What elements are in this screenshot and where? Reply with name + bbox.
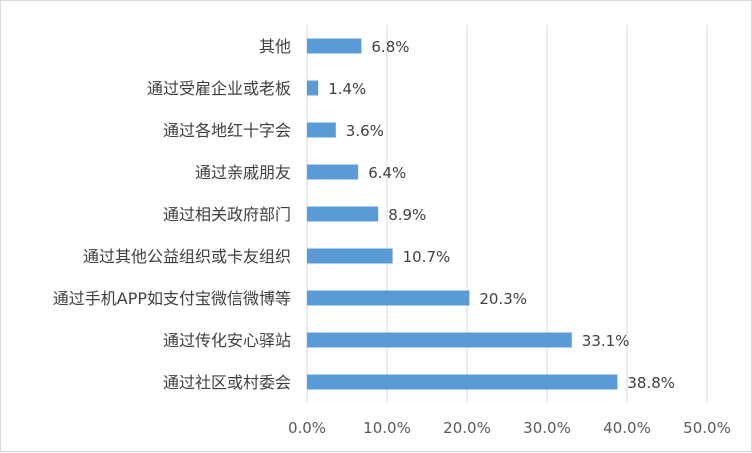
data-label-0: 6.8% bbox=[371, 38, 409, 56]
data-label-7: 33.1% bbox=[582, 332, 630, 350]
category-label-5: 通过其他公益组织或卡友组织 bbox=[83, 247, 291, 266]
category-label-2: 通过各地红十字会 bbox=[163, 121, 291, 140]
data-label-3: 6.4% bbox=[368, 164, 406, 182]
x-tick-label-0: 0.0% bbox=[288, 419, 326, 437]
category-label-8: 通过社区或村委会 bbox=[163, 373, 291, 392]
bar-6 bbox=[307, 290, 470, 306]
category-label-1: 通过受雇企业或老板 bbox=[147, 79, 291, 98]
data-label-8: 38.8% bbox=[627, 374, 675, 392]
x-tick-label-2: 20.0% bbox=[443, 419, 491, 437]
bar-4 bbox=[307, 206, 379, 222]
bar-2 bbox=[307, 122, 336, 138]
data-label-5: 10.7% bbox=[403, 248, 451, 266]
bar-5 bbox=[307, 248, 393, 264]
category-label-4: 通过相关政府部门 bbox=[163, 205, 291, 224]
x-tick-label-4: 40.0% bbox=[603, 419, 651, 437]
bar-8 bbox=[307, 374, 618, 390]
x-tick-label-3: 30.0% bbox=[523, 419, 571, 437]
category-label-7: 通过传化安心驿站 bbox=[163, 331, 291, 350]
bar-3 bbox=[307, 164, 359, 180]
x-tick-label-1: 10.0% bbox=[363, 419, 411, 437]
data-label-1: 1.4% bbox=[328, 80, 366, 98]
x-tick-label-5: 50.0% bbox=[683, 419, 731, 437]
data-label-6: 20.3% bbox=[479, 290, 527, 308]
category-label-6: 通过手机APP如支付宝微信微博等 bbox=[53, 289, 291, 308]
data-label-2: 3.6% bbox=[346, 122, 384, 140]
category-label-3: 通过亲戚朋友 bbox=[195, 163, 291, 182]
bar-0 bbox=[307, 38, 362, 54]
data-label-4: 8.9% bbox=[388, 206, 426, 224]
bar-1 bbox=[307, 80, 319, 96]
category-label-0: 其他 bbox=[259, 37, 291, 56]
bar-7 bbox=[307, 332, 572, 348]
